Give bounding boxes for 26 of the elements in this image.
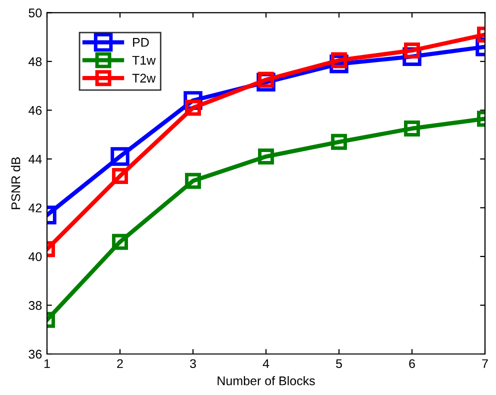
x-tick-label: 5 (336, 359, 342, 368)
x-tick-label: 6 (409, 359, 415, 368)
x-axis-title: Number of Blocks (218, 376, 315, 386)
y-tick-label: 40 (28, 252, 42, 262)
point (258, 72, 274, 88)
y-tick-label: 46 (28, 106, 42, 115)
x-tick-label: 2 (117, 359, 123, 368)
y-tick-label: 38 (28, 301, 42, 310)
legend-label: T2w (132, 74, 156, 82)
point (185, 172, 201, 189)
legend-label: PD (133, 38, 149, 47)
y-axis-title: PSNR dB (11, 157, 20, 210)
x-tick-label: 3 (190, 359, 196, 368)
x-tick-label: 1 (44, 359, 50, 368)
legend-label: T1w (132, 56, 156, 65)
y-tick-label: 50 (28, 8, 42, 18)
y-tick-label: 42 (28, 204, 42, 212)
point (185, 100, 201, 116)
y-tick-label: 36 (28, 350, 42, 359)
y-tick-label: 48 (28, 57, 42, 66)
y-tick-label: 44 (28, 154, 42, 164)
point (258, 148, 274, 165)
point (331, 52, 347, 68)
x-tick-label: 7 (482, 359, 488, 368)
point (331, 134, 347, 150)
x-tick-label: 4 (262, 359, 270, 368)
